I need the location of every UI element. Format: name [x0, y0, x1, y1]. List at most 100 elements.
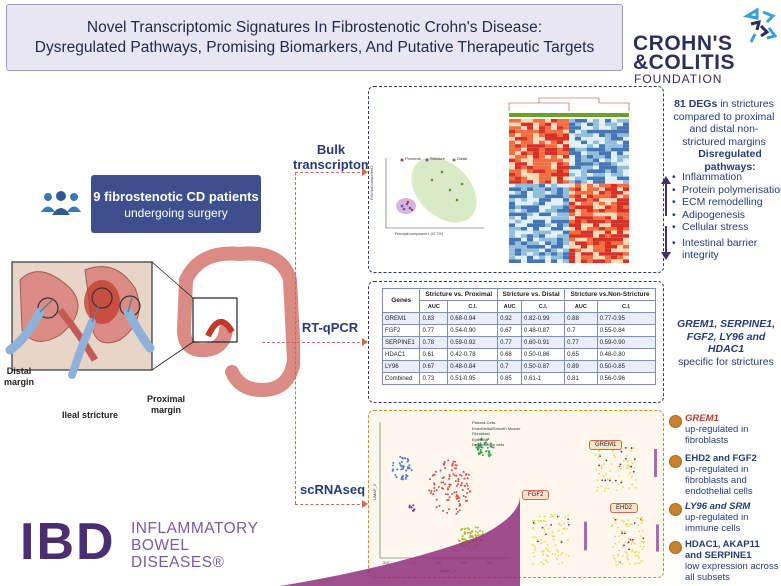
heatmap-cell: [611, 205, 617, 209]
heatmap-cell: [617, 169, 623, 173]
feature-point: [614, 542, 617, 545]
feature-point: [627, 524, 630, 527]
heatmap-cell: [569, 119, 575, 123]
umap-point: [444, 483, 447, 486]
pca-xlabel: Principal component 1 (47.7%): [395, 232, 443, 236]
umap-point: [486, 443, 489, 446]
umap-point: [408, 506, 411, 509]
heatmap-cell: [569, 180, 575, 184]
heatmap-cell: [515, 126, 521, 130]
foundation-mark-icon: [742, 8, 777, 43]
heatmap-cell: [509, 223, 515, 227]
heatmap-cell: [575, 162, 581, 166]
umap-point: [453, 474, 456, 477]
heatmap-cell: [611, 191, 617, 195]
heatmap-cell: [509, 173, 515, 177]
heatmap-cell: [545, 133, 551, 137]
heatmap-cell: [605, 216, 611, 220]
heatmap-cell: [557, 129, 563, 134]
heatmap-cell: [587, 176, 593, 181]
heatmap-cell: [605, 187, 611, 191]
heatmap-cell: [521, 209, 527, 213]
heatmap-cell: [569, 169, 575, 173]
heatmap-cell: [587, 183, 593, 188]
pathway-item: Protein polymerisation: [672, 184, 781, 197]
heatmap-cell: [563, 126, 569, 130]
heatmap-cell: [509, 122, 515, 127]
heatmap-cell: [557, 165, 563, 170]
feature-point: [631, 483, 634, 486]
heatmap-cell: [533, 165, 539, 170]
heatmap-cell: [617, 194, 623, 199]
heatmap-cell: [611, 234, 617, 238]
heatmap-cell: [587, 144, 593, 148]
heatmap-cell: [563, 137, 569, 141]
heatmap-cell: [575, 129, 581, 134]
heatmap-cell: [593, 183, 599, 188]
heatmap-cell: [527, 119, 533, 123]
feature-point: [634, 479, 637, 481]
table-value-cell: 0.48-0.84: [447, 360, 499, 373]
table-gene-cell: FGF2: [381, 324, 421, 337]
heatmap-cell: [515, 147, 521, 152]
heatmap-cell: [509, 198, 515, 202]
feature-point: [595, 489, 598, 492]
heatmap-group-bar: [509, 113, 629, 117]
title-line-2: Dysregulated Pathways, Promising Biomark…: [34, 38, 595, 56]
heatmap-cell: [617, 147, 623, 152]
heatmap-cell: [521, 151, 527, 155]
pca-legend-distal: Distal: [457, 156, 468, 161]
feature-color-scale: [584, 521, 587, 551]
heatmap-cell: [593, 248, 599, 253]
heatmap-cell: [569, 234, 575, 238]
heatmap-cell: [605, 119, 611, 123]
heatmap-cell: [569, 122, 575, 127]
heatmap-cell: [575, 165, 581, 170]
heatmap-cell: [509, 180, 515, 184]
feature-point: [610, 525, 613, 528]
feature-point: [631, 549, 634, 551]
umap-point: [485, 450, 488, 453]
heatmap-cell: [563, 194, 569, 199]
umap-legend-item: Dendritic-like cells: [472, 442, 505, 447]
heatmap-dendrogram: [508, 97, 630, 111]
heatmap-cell: [581, 255, 587, 260]
table-header-proximal: Stricture vs. Proximal: [419, 288, 499, 301]
feature-point: [614, 535, 617, 538]
heatmap-cell: [617, 227, 623, 231]
heatmap-cell: [593, 205, 599, 209]
patients-surgery-text: undergoing surgery: [124, 205, 228, 220]
heatmap-cell: [617, 219, 623, 224]
umap-point: [477, 447, 480, 450]
umap-point: [489, 445, 492, 448]
heatmap-cell: [593, 158, 599, 163]
heatmap-cell: [557, 137, 563, 141]
feature-point: [629, 523, 632, 526]
heatmap-cell: [551, 158, 557, 163]
umap-plot: [379, 422, 510, 559]
heatmap-cell: [551, 162, 557, 166]
heatmap-cell: [515, 151, 521, 155]
umap-point: [446, 487, 449, 490]
feature-point: [558, 522, 561, 524]
heatmap-cell: [617, 259, 623, 263]
feature-point: [604, 473, 607, 475]
umap-point: [481, 454, 484, 457]
heatmap-cell: [515, 198, 521, 202]
heatmap-cell: [623, 158, 629, 163]
heatmap-cell: [617, 162, 623, 166]
feature-point: [626, 447, 629, 449]
heatmap-cell: [617, 212, 623, 217]
rt-result-line1: GREM1, SERPINE1,: [676, 318, 776, 330]
heatmap-cell: [527, 137, 533, 141]
heatmap-cell: [617, 216, 623, 220]
heatmap-cell: [569, 241, 575, 245]
heatmap-cell: [521, 252, 527, 256]
feature-point: [534, 549, 536, 552]
umap-point: [432, 473, 435, 476]
feature-point: [621, 532, 624, 535]
umap-point: [437, 485, 440, 488]
heatmap-cell: [611, 248, 617, 253]
heatmap-cell: [533, 241, 539, 245]
heatmap-cell: [563, 216, 569, 220]
